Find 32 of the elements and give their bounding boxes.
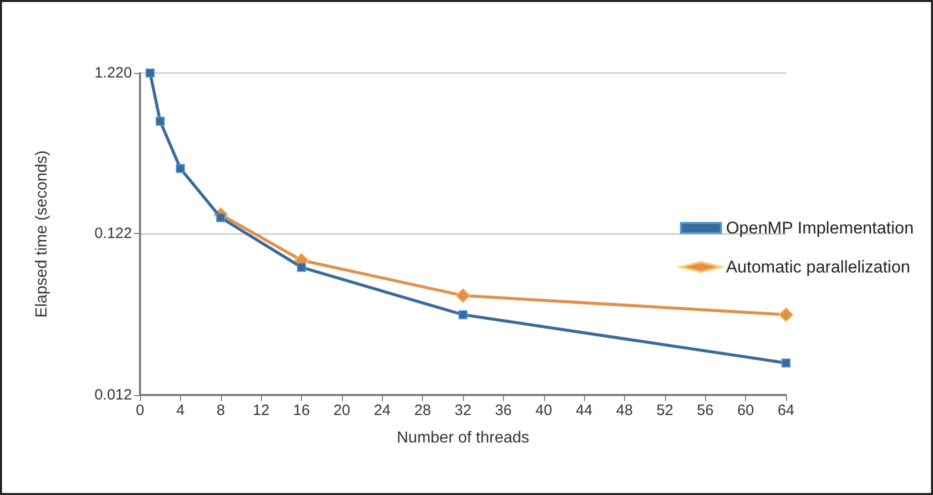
legend-label: Automatic parallelization — [726, 258, 910, 276]
x-tick-label: 56 — [696, 402, 714, 419]
x-tick-label: 44 — [576, 402, 592, 419]
point — [778, 307, 794, 322]
x-tick-label: 28 — [414, 402, 431, 419]
x-tick-label: 40 — [535, 402, 552, 419]
x-tick-label: 24 — [374, 402, 391, 419]
point — [146, 68, 155, 78]
point — [176, 164, 185, 173]
x-tick-label: 64 — [778, 402, 794, 419]
x-tick-label: 36 — [495, 402, 512, 419]
point — [297, 262, 306, 272]
point — [458, 310, 468, 320]
legend-label: OpenMP Implementation — [726, 218, 914, 238]
x-tick-label: 48 — [616, 402, 633, 419]
x-tick-label: 60 — [737, 402, 754, 419]
y-tick-label: 0.122 — [94, 224, 132, 242]
x-tick-label: 0 — [136, 402, 144, 419]
x-tick-label: 12 — [252, 402, 270, 419]
x-tick-label: 4 — [176, 402, 185, 419]
x-tick-label: 52 — [656, 402, 674, 419]
point — [456, 288, 470, 304]
y-tick-label: 0.012 — [94, 386, 132, 404]
x-tick-label: 8 — [216, 402, 225, 419]
y-tick-label: 1.220 — [94, 64, 132, 82]
x-tick-label: 20 — [334, 402, 350, 419]
y-axis-title: Elapsed time (seconds) — [34, 150, 50, 318]
x-tick-label: 16 — [293, 402, 310, 419]
point — [782, 358, 790, 368]
point — [156, 116, 165, 126]
x-axis-title: Number of threads — [396, 430, 530, 446]
x-tick-label: 32 — [454, 402, 472, 419]
